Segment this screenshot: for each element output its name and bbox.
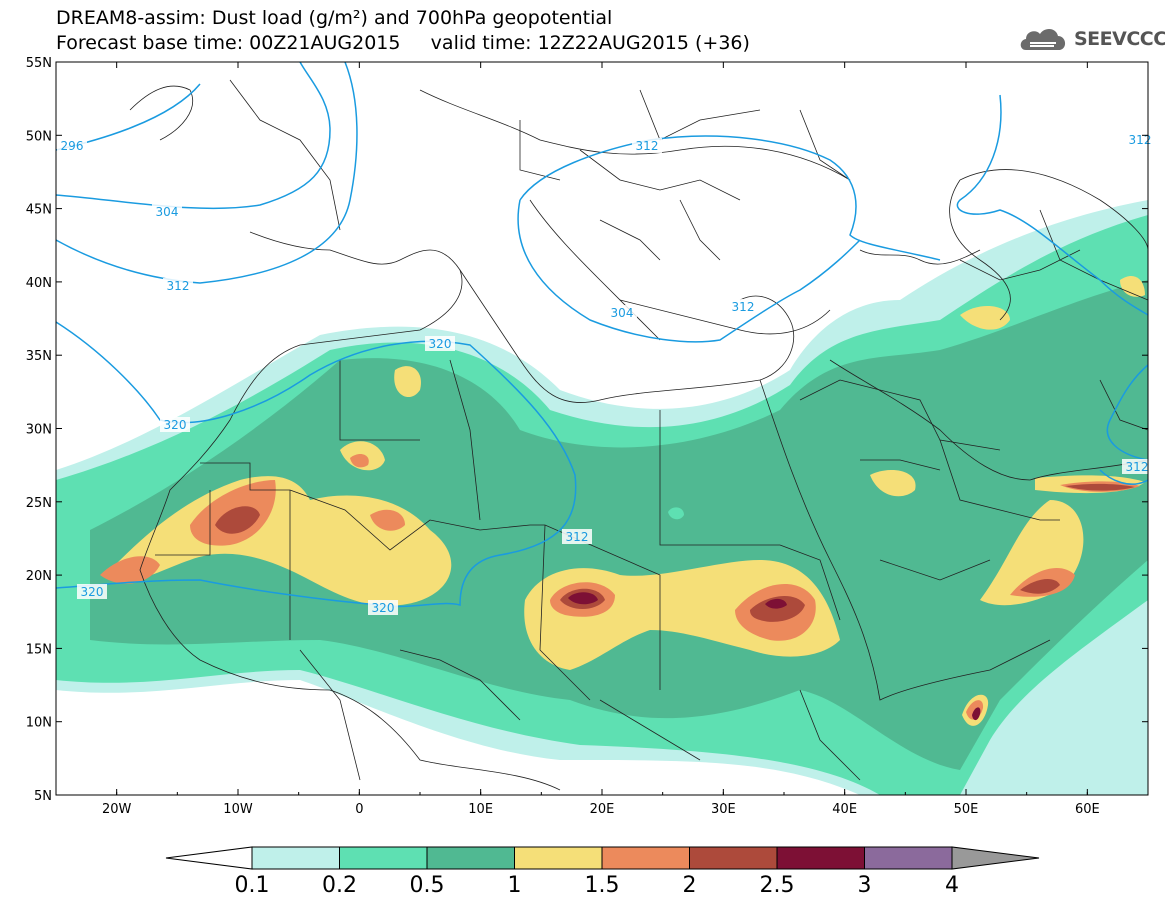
contour-label: 312 <box>566 530 589 544</box>
colorbar-segment <box>339 846 428 870</box>
lat-label: 5N <box>34 789 52 804</box>
country-borders <box>129 79 1148 791</box>
lat-label: 20N <box>26 569 52 584</box>
lon-label: 0 <box>355 802 363 817</box>
contour-label: 320 <box>372 601 395 615</box>
colorbar-level-label: 0.2 <box>322 873 357 898</box>
colorbar-legend: 0.1 0.2 0.5 1 1.5 2 2.5 3 4 <box>165 846 1040 898</box>
lat-label: 15N <box>26 642 52 657</box>
lat-label: 35N <box>26 349 52 364</box>
colorbar-level-label: 0.1 <box>235 873 270 898</box>
contour-label-bg <box>163 278 193 293</box>
contour-label: 312 <box>636 139 659 153</box>
latitude-axis: 55N 50N 45N 40N 35N 30N 25N 20N 15N 10N 5N <box>26 56 1148 804</box>
colorbar-max-arrow <box>951 846 1040 870</box>
contour-label: 312 <box>1129 133 1152 147</box>
lat-label: 50N <box>26 129 52 144</box>
contour-label: 312 <box>732 300 755 314</box>
map-title: DREAM8-assim: Dust load (g/m²) and 700hP… <box>56 7 613 29</box>
colorbar-segment <box>426 846 515 870</box>
contour-label-bg <box>152 204 182 219</box>
colorbar-level-label: 2 <box>683 873 697 898</box>
contour-label-bg <box>57 138 87 153</box>
contour-label: 320 <box>429 337 452 351</box>
cloud-logo-icon <box>1020 28 1066 50</box>
colorbar-min-arrow <box>165 846 253 870</box>
contour-label: 312 <box>1126 460 1149 474</box>
contour-label: 296 <box>61 139 84 153</box>
lon-label: 40E <box>832 802 857 817</box>
contour-label: 320 <box>81 585 104 599</box>
colorbar-segment <box>864 846 953 870</box>
lon-label: 10W <box>223 802 253 817</box>
contour-label-bg <box>728 299 758 314</box>
colorbar-segment <box>601 846 690 870</box>
colorbar-level-label: 4 <box>945 873 959 898</box>
colorbar-level-label: 2.5 <box>760 873 795 898</box>
contour-label-bg <box>562 529 592 544</box>
contour-label: 312 <box>167 279 190 293</box>
lat-label: 10N <box>26 716 52 731</box>
lon-label: 20E <box>590 802 615 817</box>
contour-label-bg <box>425 336 455 351</box>
contour-label-bg <box>77 584 107 599</box>
seevccc-logo: SEEVCCC <box>1018 24 1165 54</box>
lat-label: 40N <box>26 276 52 291</box>
forecast-time-subtitle: Forecast base time: 00Z21AUG2015 valid t… <box>56 32 750 54</box>
colorbar-level-label: 1.5 <box>585 873 620 898</box>
colorbar-level-label: 1 <box>508 873 522 898</box>
contour-labels: 296 304 312 320 320 320 320 312 312 312 304 312 312 <box>57 132 1155 615</box>
lon-label: 10E <box>468 802 493 817</box>
colorbar-segment <box>514 846 603 870</box>
lon-label: 60E <box>1075 802 1100 817</box>
contour-label: 320 <box>164 418 187 432</box>
contour-label-bg <box>368 600 398 615</box>
longitude-axis: 20W 10W 0 10E 20E 30E 40E 50E 60E <box>55 62 1149 817</box>
lon-label: 30E <box>711 802 736 817</box>
contour-label: 304 <box>611 306 634 320</box>
dust-fields <box>56 200 1148 795</box>
contour-label-bg <box>160 417 190 432</box>
contour-label: 304 <box>156 205 179 219</box>
contour-label-bg <box>1122 459 1152 474</box>
colorbar-segment <box>251 846 340 870</box>
colorbar-segment <box>689 846 778 870</box>
geopotential-contours <box>56 62 1148 608</box>
contour-label-bg <box>607 305 637 320</box>
lon-label: 20W <box>102 802 132 817</box>
colorbar-level-label: 3 <box>858 873 872 898</box>
lat-label: 45N <box>26 203 52 218</box>
colorbar-level-label: 0.5 <box>410 873 445 898</box>
logo-text: SEEVCCC <box>1074 28 1165 50</box>
colorbar-segment <box>776 846 865 870</box>
lat-label: 25N <box>26 496 52 511</box>
lat-label: 30N <box>26 423 52 438</box>
lon-label: 50E <box>954 802 979 817</box>
lat-label: 55N <box>26 56 52 71</box>
contour-label-bg <box>632 138 662 153</box>
